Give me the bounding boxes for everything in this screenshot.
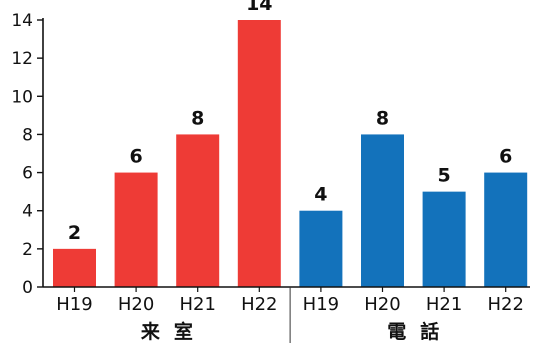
x-tick-label: H20 <box>118 294 154 315</box>
bars-layer <box>53 20 528 287</box>
data-label: 8 <box>191 107 204 129</box>
data-label: 6 <box>499 146 512 168</box>
y-tick-label: 6 <box>22 164 33 184</box>
axes-layer <box>37 18 530 343</box>
data-label: 2 <box>68 222 81 244</box>
y-tick-label: 8 <box>22 125 33 145</box>
labels-layer: 0 2 4 6 8 10 12 14 2 H19 6 H20 8 H21 14 H22 来室 4 H19 8 H20 5 H… <box>11 0 524 343</box>
x-tick-label: H19 <box>303 294 339 315</box>
x-tick-label: H20 <box>364 294 400 315</box>
x-tick-label: H22 <box>241 294 277 315</box>
y-tick-label: 4 <box>22 202 33 222</box>
y-tick-label: 10 <box>11 87 33 107</box>
bar-2-h22 <box>484 172 528 287</box>
x-tick-label: H22 <box>487 294 523 315</box>
y-tick-label: 12 <box>11 49 33 69</box>
data-label: 14 <box>246 0 272 15</box>
data-label: 5 <box>437 165 450 187</box>
x-tick-label: H21 <box>426 294 462 315</box>
bar-1-h20 <box>114 172 158 287</box>
bar-1-h21 <box>176 134 220 287</box>
x-tick-label: H19 <box>56 294 92 315</box>
bar-1-h19 <box>53 248 96 287</box>
group-label: 来室 <box>141 320 207 343</box>
data-label: 6 <box>129 146 142 168</box>
bar-2-h19 <box>299 210 343 287</box>
y-tick-label: 0 <box>22 278 33 298</box>
bar-2-h21 <box>422 191 466 287</box>
data-label: 4 <box>314 184 327 206</box>
bar-2-h20 <box>361 134 404 287</box>
y-tick-label: 14 <box>11 11 33 31</box>
data-label: 8 <box>376 107 389 129</box>
x-tick-label: H21 <box>179 294 215 315</box>
y-tick-label: 2 <box>22 240 33 260</box>
bar-1-h22 <box>237 20 281 287</box>
group-label: 電話 <box>387 320 453 343</box>
